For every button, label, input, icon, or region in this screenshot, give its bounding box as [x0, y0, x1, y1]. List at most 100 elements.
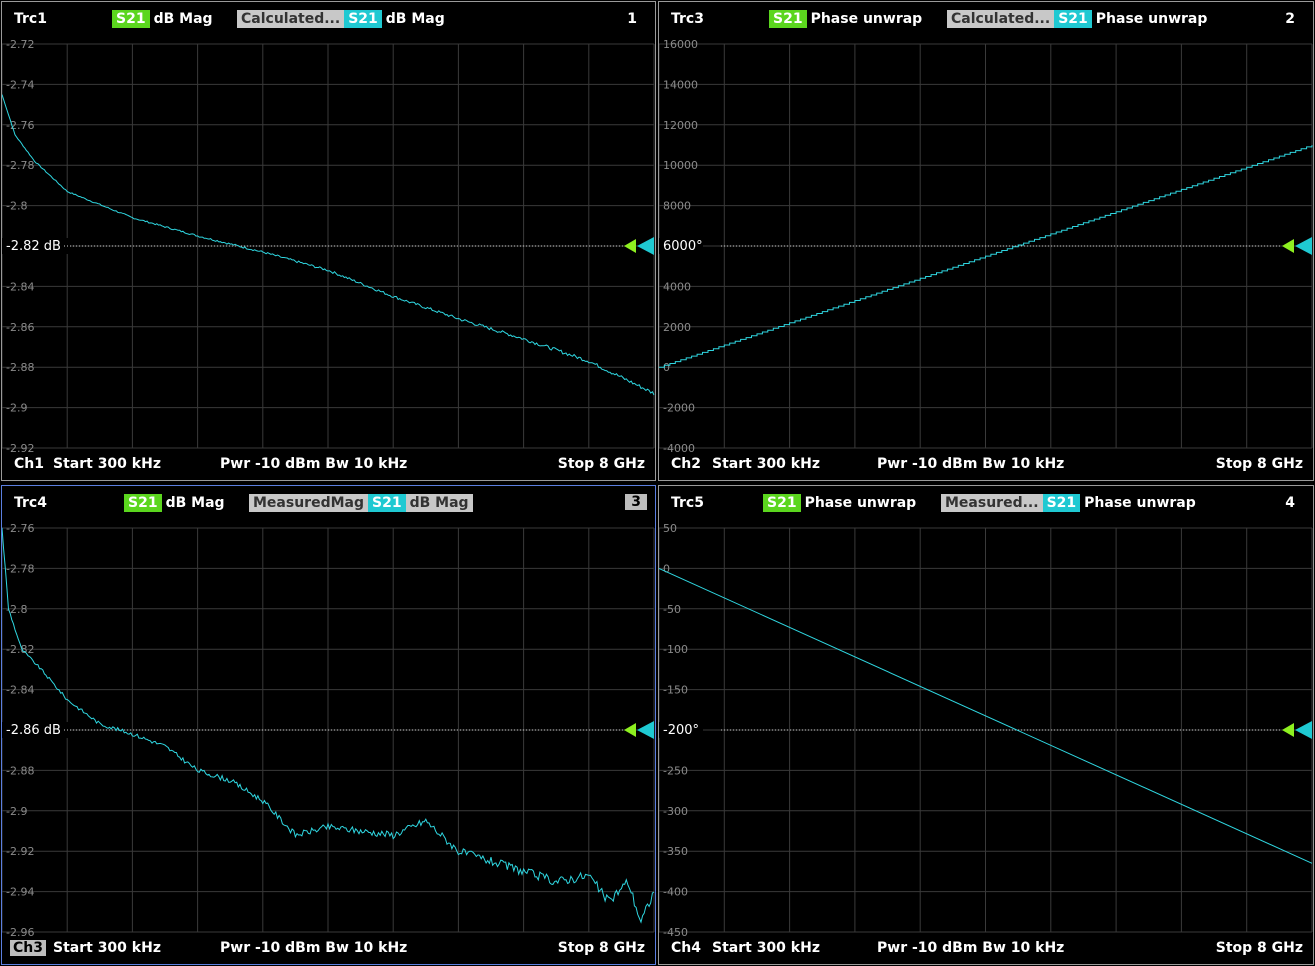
- start-freq[interactable]: Start 300 kHz: [53, 940, 161, 956]
- reference-marker-cyan[interactable]: [1295, 237, 1312, 255]
- trace-plot[interactable]: -2.72-2.74-2.76-2.78-2.8-2.82 dB-2.84-2.…: [2, 36, 655, 452]
- math-label[interactable]: Calculated...: [947, 10, 1055, 28]
- math-meas-format: dB Mag: [405, 494, 473, 512]
- y-tick-label: 8000: [663, 200, 691, 213]
- param-badge[interactable]: S21: [763, 494, 801, 512]
- trace-plot[interactable]: 50 0 -50 -100 -150 -200° -250 -300 -350 -400 -450: [659, 520, 1313, 936]
- y-tick-label: 16000: [663, 38, 698, 51]
- ref-label-bg: [2, 238, 70, 254]
- power-bandwidth[interactable]: Pwr -10 dBm Bw 10 kHz: [877, 456, 1065, 472]
- diagram-number: 4: [1285, 495, 1295, 511]
- y-tick-label: 0: [663, 562, 670, 575]
- stop-freq[interactable]: Stop 8 GHz: [1215, 940, 1303, 956]
- param-badge[interactable]: S21: [124, 494, 162, 512]
- reference-marker-cyan[interactable]: [637, 721, 654, 739]
- math-param-badge[interactable]: S21: [1054, 10, 1092, 28]
- channel-label[interactable]: Ch3: [10, 940, 46, 956]
- param-badge[interactable]: S21: [769, 10, 807, 28]
- channel-1-panel[interactable]: Trc1 S21 dB Mag Calculated... S21 dB Mag 1 …: [1, 1, 656, 481]
- param-badge[interactable]: S21: [112, 10, 150, 28]
- trace-header: Trc1 S21 dB Mag Calculated... S21 dB Mag 1: [2, 2, 655, 36]
- reference-marker-cyan[interactable]: [1295, 721, 1312, 739]
- math-trace-group[interactable]: MeasuredMag S21 dB Mag: [249, 494, 473, 512]
- channel-label[interactable]: Ch4: [671, 940, 701, 956]
- y-tick-label: -2.82: [6, 643, 34, 656]
- y-tick-label: -150: [663, 684, 688, 697]
- channel-footer: Ch1 Start 300 kHz Pwr -10 dBm Bw 10 kHz …: [2, 454, 655, 474]
- channel-label[interactable]: Ch2: [671, 456, 701, 472]
- diagram-number: 1: [627, 11, 637, 27]
- y-tick-label: -2.86: [6, 321, 34, 334]
- math-label[interactable]: MeasuredMag: [249, 494, 368, 512]
- start-freq[interactable]: Start 300 kHz: [53, 456, 161, 472]
- math-param-badge[interactable]: S21: [368, 494, 406, 512]
- y-tick-label: -2.9: [6, 402, 27, 415]
- reference-marker-green[interactable]: [1282, 239, 1294, 253]
- meas-format: Phase unwrap: [810, 11, 923, 27]
- channel-footer: Ch4 Start 300 kHz Pwr -10 dBm Bw 10 kHz …: [659, 938, 1313, 958]
- y-tick-label: -2.94: [6, 886, 34, 899]
- diagram-number: 3: [625, 494, 647, 510]
- channel-label[interactable]: Ch1: [14, 456, 44, 472]
- trace-line[interactable]: [659, 145, 1313, 368]
- y-tick-label: 4000: [663, 280, 691, 293]
- y-tick-label: -2.96: [6, 926, 34, 936]
- math-trace-group[interactable]: Calculated... S21 Phase unwrap: [947, 10, 1211, 28]
- math-label[interactable]: Calculated...: [237, 10, 345, 28]
- trace-line[interactable]: [2, 94, 655, 396]
- power-bandwidth[interactable]: Pwr -10 dBm Bw 10 kHz: [877, 940, 1065, 956]
- y-tick-label: -300: [663, 805, 688, 818]
- trace-name[interactable]: Trc4: [14, 495, 47, 511]
- trace-param-group[interactable]: S21 Phase unwrap: [769, 10, 926, 28]
- reference-marker-cyan[interactable]: [637, 237, 654, 255]
- reference-marker-green[interactable]: [624, 723, 636, 737]
- reference-marker-green[interactable]: [624, 239, 636, 253]
- trace-header: Trc4 S21 dB Mag MeasuredMag S21 dB Mag 3: [2, 486, 655, 520]
- channel-4-panel[interactable]: Trc5 S21 Phase unwrap Measured... S21 Phase…: [658, 485, 1314, 965]
- meas-format: dB Mag: [153, 11, 213, 27]
- channel-3-panel[interactable]: Trc4 S21 dB Mag MeasuredMag S21 dB Mag 3 -2…: [1, 485, 656, 965]
- grid: [2, 43, 655, 449]
- power-bandwidth[interactable]: Pwr -10 dBm Bw 10 kHz: [220, 940, 408, 956]
- math-param-badge[interactable]: S21: [344, 10, 382, 28]
- start-freq[interactable]: Start 300 kHz: [712, 940, 820, 956]
- trace-plot[interactable]: 16000 14000 12000 10000 8000 6000° 4000 2000 0 -2…: [659, 36, 1313, 452]
- reference-level-label: 6000°: [663, 239, 703, 254]
- trace-line[interactable]: [659, 567, 1313, 864]
- stop-freq[interactable]: Stop 8 GHz: [557, 940, 645, 956]
- y-tick-label: 2000: [663, 321, 691, 334]
- math-label[interactable]: Measured...: [941, 494, 1043, 512]
- trace-name[interactable]: Trc1: [14, 11, 47, 27]
- reference-level-label: -200°: [663, 723, 699, 738]
- y-tick-label: 12000: [663, 119, 698, 132]
- trace-param-group[interactable]: S21 dB Mag: [124, 494, 229, 512]
- math-trace-group[interactable]: Calculated... S21 dB Mag: [237, 10, 449, 28]
- grid: [2, 527, 655, 933]
- trace-param-group[interactable]: S21 Phase unwrap: [763, 494, 920, 512]
- trace-plot[interactable]: -2.76 -2.78 -2.8 -2.82 -2.84 -2.86 dB -2.88 -2.…: [2, 520, 655, 936]
- ref-label-bg: [659, 238, 703, 254]
- trace-name[interactable]: Trc5: [671, 495, 704, 511]
- start-freq[interactable]: Start 300 kHz: [712, 456, 820, 472]
- y-tick-label: -2.76: [6, 522, 34, 535]
- trace-param-group[interactable]: S21 dB Mag: [112, 10, 217, 28]
- stop-freq[interactable]: Stop 8 GHz: [557, 456, 645, 472]
- reference-marker-green[interactable]: [1282, 723, 1294, 737]
- y-tick-label: -2.9: [6, 805, 27, 818]
- y-tick-label: -250: [663, 764, 688, 777]
- trace-header: Trc5 S21 Phase unwrap Measured... S21 Phase…: [659, 486, 1313, 520]
- y-tick-label: -2000: [663, 402, 695, 415]
- channel-2-panel[interactable]: Trc3 S21 Phase unwrap Calculated... S21 Pha…: [658, 1, 1314, 481]
- y-tick-label: -2.8: [6, 603, 27, 616]
- power-bandwidth[interactable]: Pwr -10 dBm Bw 10 kHz: [220, 456, 408, 472]
- math-trace-group[interactable]: Measured... S21 Phase unwrap: [941, 494, 1200, 512]
- trace-line[interactable]: [2, 527, 655, 924]
- ref-label-bg: [2, 722, 70, 738]
- stop-freq[interactable]: Stop 8 GHz: [1215, 456, 1303, 472]
- math-param-badge[interactable]: S21: [1042, 494, 1081, 512]
- y-tick-label: -350: [663, 845, 688, 858]
- y-tick-label: -2.88: [6, 764, 34, 777]
- reference-level-label: -2.86 dB: [6, 723, 61, 738]
- math-meas-format: dB Mag: [385, 11, 445, 27]
- trace-name[interactable]: Trc3: [671, 11, 704, 27]
